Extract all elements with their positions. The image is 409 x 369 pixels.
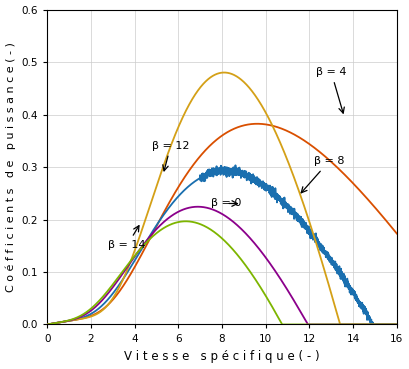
Text: β = 14: β = 14 (108, 226, 146, 251)
X-axis label: V i t e s s e   s p é c i f i q u e ( - ): V i t e s s e s p é c i f i q u e ( - ) (124, 351, 320, 363)
Text: β = 4: β = 4 (316, 67, 346, 113)
Text: β = 8: β = 8 (301, 156, 344, 193)
Y-axis label: C o é f f i c i e n t s   d e   p u i s s a n c e ( - ): C o é f f i c i e n t s d e p u i s s a … (6, 42, 16, 292)
Text: β = 0: β = 0 (211, 199, 241, 208)
Text: β = 12: β = 12 (152, 141, 189, 171)
